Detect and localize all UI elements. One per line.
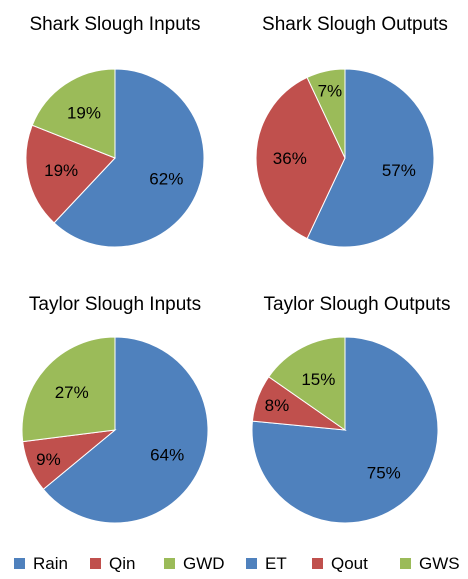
pie-slice-et [306,68,435,248]
legend-label-gwd: GWD [183,554,225,573]
pie-slice-rain [42,336,209,524]
legend-swatch-et [246,558,257,569]
pie-chart-3: Taylor Slough Inputs 64% 9% 27% [21,294,209,524]
chart-title: Taylor Slough Inputs [29,294,201,315]
slice-label-qout: 36% [273,149,307,168]
legend-label-et: ET [265,554,287,573]
legend-swatch-qout [312,558,323,569]
slice-label-qin: 9% [36,450,61,469]
legend-2: ET Qout GWS [246,554,460,573]
chart-title: Shark Slough Inputs [29,14,200,35]
pie-chart-2: Shark Slough Outputs 57% 36% 7% [255,14,448,248]
pie-chart-1: Shark Slough Inputs 62% 19% 19% [25,14,205,248]
slice-label-rain: 62% [149,169,183,188]
slice-label-gws: 15% [301,370,335,389]
slice-label-rain: 64% [150,446,184,465]
legend-label-qout: Qout [331,554,368,573]
legend-label-gws: GWS [419,554,460,573]
pie-slice-et [251,336,439,524]
legend-swatch-qin [90,558,101,569]
pie-chart-4: Taylor Slough Outputs 75% 8% 15% [251,294,451,524]
pie-slice-gwd [21,336,116,443]
slice-label-gwd: 27% [55,383,89,402]
legend-1: Rain Qin GWD [14,554,225,573]
pie-slice-rain [53,68,205,248]
slice-label-et: 57% [382,161,416,180]
chart-title: Taylor Slough Outputs [264,294,451,315]
chart-title: Shark Slough Outputs [262,14,448,35]
pie-slice-qout [255,76,346,240]
pie-slice-gws [306,68,346,159]
slice-label-qout: 8% [265,396,290,415]
legend-label-qin: Qin [109,554,135,573]
legend-label-rain: Rain [33,554,68,573]
legend-swatch-gwd [164,558,175,569]
pie-slice-gws [268,336,346,431]
slice-label-et: 75% [367,464,401,483]
legend-swatch-rain [14,558,25,569]
legend-swatch-gws [400,558,411,569]
pie-slice-gwd [31,68,116,159]
slice-label-qin: 19% [44,161,78,180]
slice-label-gwd: 19% [67,103,101,122]
slice-label-gws: 7% [318,81,343,100]
